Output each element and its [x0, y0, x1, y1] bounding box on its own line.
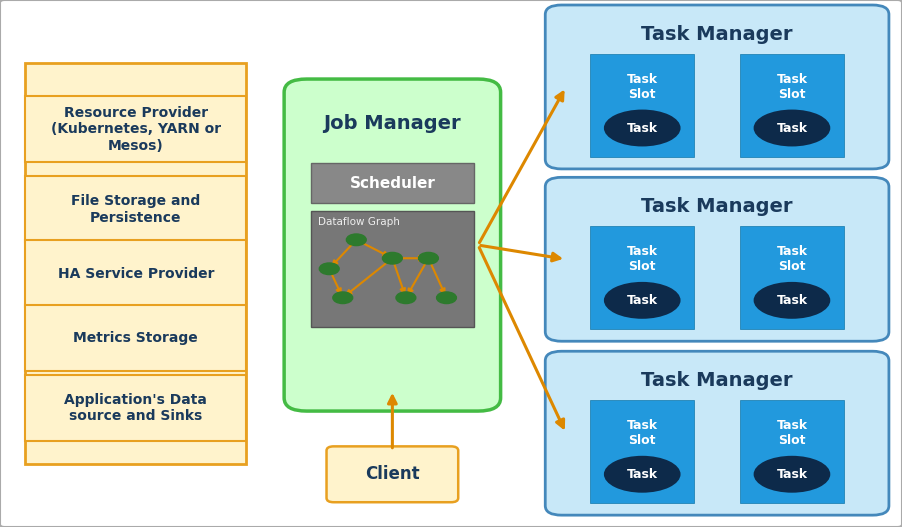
FancyBboxPatch shape [545, 5, 889, 169]
Ellipse shape [754, 110, 831, 147]
FancyBboxPatch shape [590, 401, 695, 503]
FancyBboxPatch shape [590, 54, 695, 157]
Text: Dataflow Graph: Dataflow Graph [318, 217, 400, 227]
Ellipse shape [754, 456, 831, 493]
Text: Task: Task [777, 122, 807, 134]
Text: Task Manager: Task Manager [641, 371, 793, 391]
Text: Task
Slot: Task Slot [777, 73, 807, 101]
FancyBboxPatch shape [545, 177, 889, 341]
FancyBboxPatch shape [25, 305, 246, 370]
Text: Task
Slot: Task Slot [627, 245, 658, 273]
FancyBboxPatch shape [740, 54, 844, 157]
FancyBboxPatch shape [590, 227, 695, 329]
FancyBboxPatch shape [327, 446, 458, 502]
Text: Task
Slot: Task Slot [627, 419, 658, 447]
Ellipse shape [754, 282, 831, 319]
Circle shape [382, 252, 402, 264]
FancyBboxPatch shape [25, 375, 246, 441]
Circle shape [346, 234, 366, 246]
FancyBboxPatch shape [25, 177, 246, 242]
Text: Task: Task [777, 468, 807, 481]
Circle shape [437, 292, 456, 304]
Circle shape [333, 292, 353, 304]
Text: Job Manager: Job Manager [324, 114, 461, 133]
Text: Application's Data
source and Sinks: Application's Data source and Sinks [64, 393, 207, 423]
FancyBboxPatch shape [545, 352, 889, 515]
Circle shape [396, 292, 416, 304]
Text: Task: Task [627, 122, 658, 134]
Circle shape [419, 252, 438, 264]
Text: Task: Task [627, 468, 658, 481]
FancyBboxPatch shape [25, 63, 246, 464]
Ellipse shape [603, 456, 680, 493]
FancyBboxPatch shape [311, 163, 474, 203]
FancyBboxPatch shape [25, 96, 246, 162]
Text: Client: Client [365, 465, 419, 483]
Text: Metrics Storage: Metrics Storage [73, 330, 198, 345]
FancyBboxPatch shape [311, 211, 474, 327]
Ellipse shape [603, 282, 680, 319]
Text: Resource Provider
(Kubernetes, YARN or
Mesos): Resource Provider (Kubernetes, YARN or M… [51, 106, 221, 152]
Text: Task
Slot: Task Slot [627, 73, 658, 101]
Text: Task
Slot: Task Slot [777, 245, 807, 273]
Text: File Storage and
Persistence: File Storage and Persistence [71, 194, 200, 225]
Circle shape [319, 263, 339, 275]
Text: Task Manager: Task Manager [641, 197, 793, 217]
Text: HA Service Provider: HA Service Provider [58, 267, 214, 280]
FancyBboxPatch shape [740, 401, 844, 503]
FancyBboxPatch shape [284, 79, 501, 411]
FancyBboxPatch shape [740, 227, 844, 329]
Text: Task
Slot: Task Slot [777, 419, 807, 447]
Ellipse shape [603, 110, 680, 147]
FancyBboxPatch shape [25, 240, 246, 307]
Text: Scheduler: Scheduler [349, 175, 436, 191]
Text: Task: Task [777, 294, 807, 307]
Text: Task: Task [627, 294, 658, 307]
Text: Task Manager: Task Manager [641, 25, 793, 44]
